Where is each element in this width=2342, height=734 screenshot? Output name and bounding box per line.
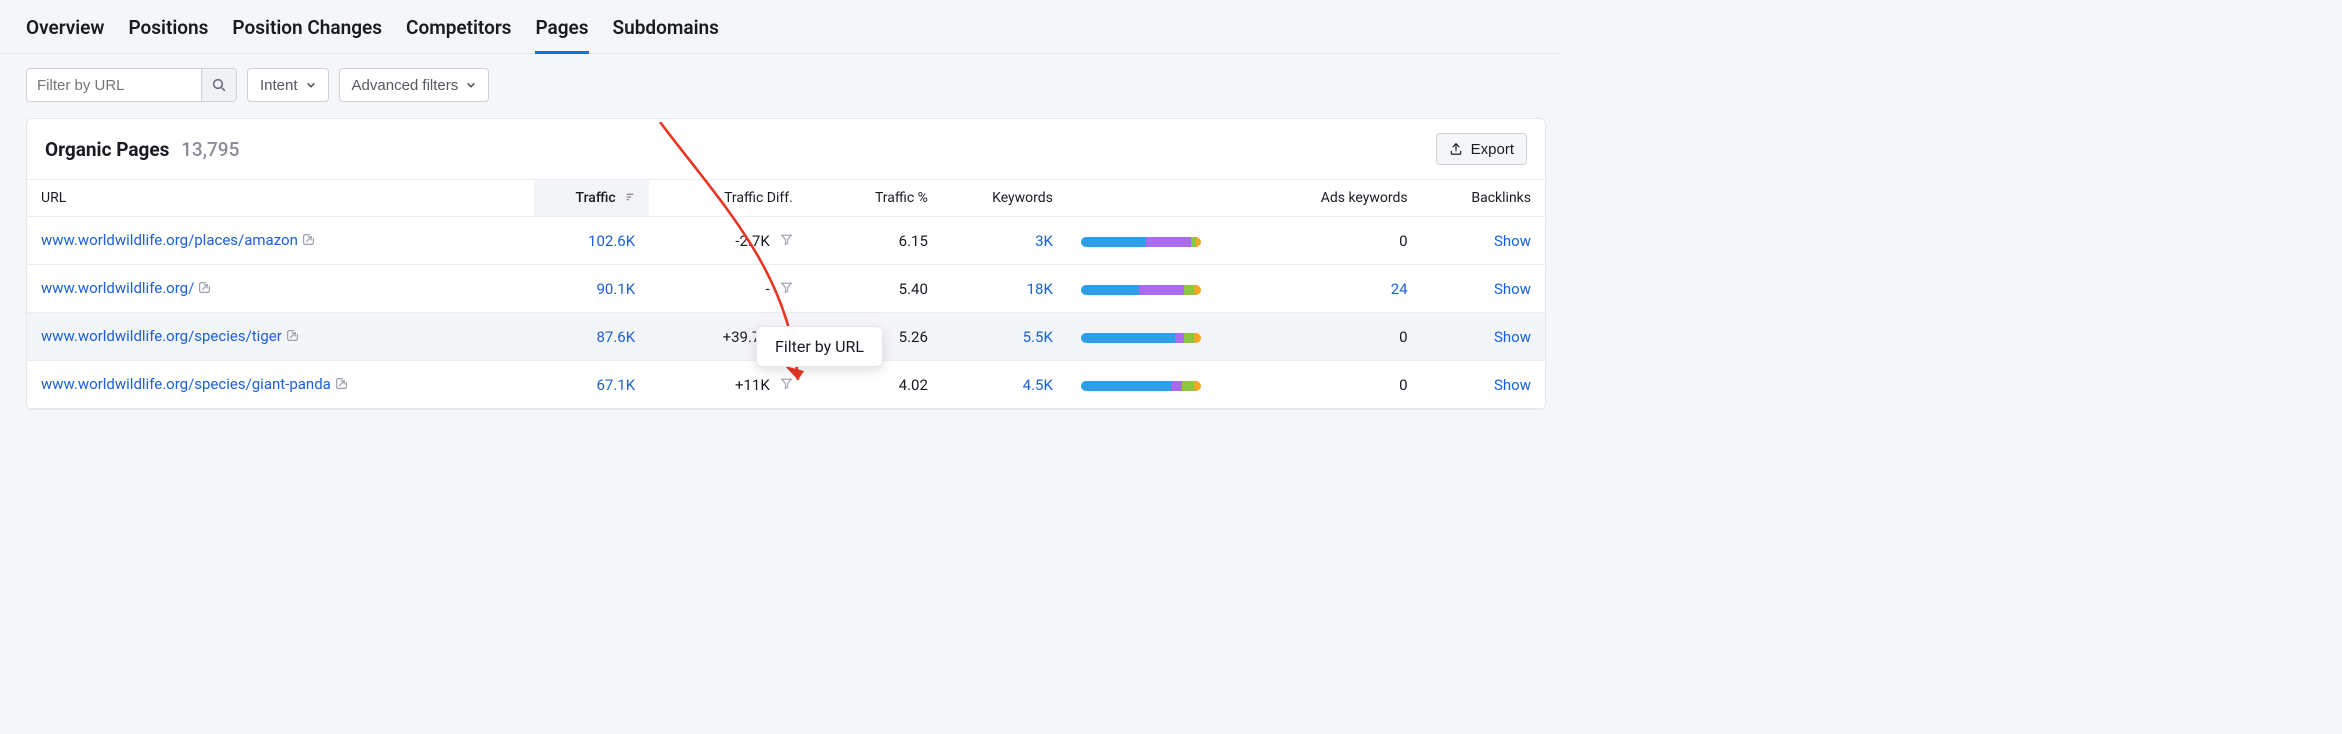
col-url[interactable]: URL [27, 180, 534, 217]
keyword-intent-bar [1081, 237, 1201, 247]
traffic-pct-value: 4.02 [899, 376, 928, 394]
page-root: Overview Positions Position Changes Competi… [0, 0, 1561, 410]
traffic-pct-value: 6.15 [899, 232, 928, 250]
traffic-diff-value: +11K [735, 376, 770, 394]
page-url-link[interactable]: www.worldwildlife.org/ [41, 279, 194, 297]
traffic-value[interactable]: 87.6K [596, 328, 635, 346]
ads-keywords-value: 0 [1399, 376, 1407, 394]
url-filter-group [26, 68, 237, 102]
col-keywords-bar [1067, 180, 1289, 217]
export-label: Export [1471, 141, 1514, 158]
table-row: www.worldwildlife.org/places/amazon 102.6… [27, 217, 1545, 265]
external-link-icon[interactable] [198, 280, 211, 298]
chevron-down-icon [306, 80, 316, 90]
card-header: Organic Pages 13,795 Export [27, 119, 1545, 179]
url-filter-search-button[interactable] [201, 68, 237, 102]
backlinks-show-link[interactable]: Show [1494, 328, 1531, 346]
backlinks-show-link[interactable]: Show [1494, 232, 1531, 250]
external-link-icon[interactable] [286, 328, 299, 346]
keyword-intent-bar [1081, 285, 1201, 295]
tab-positions[interactable]: Positions [128, 12, 208, 53]
filter-icon[interactable] [780, 232, 793, 250]
tab-pages[interactable]: Pages [535, 12, 588, 53]
keywords-value[interactable]: 18K [1027, 280, 1053, 298]
traffic-pct-value: 5.40 [899, 280, 928, 298]
filter-by-url-tooltip: Filter by URL [756, 326, 883, 367]
tab-competitors[interactable]: Competitors [406, 12, 511, 53]
external-link-icon[interactable] [335, 376, 348, 394]
page-url-link[interactable]: www.worldwildlife.org/places/amazon [41, 231, 298, 249]
tab-subdomains[interactable]: Subdomains [613, 12, 719, 53]
tab-position-changes[interactable]: Position Changes [232, 12, 382, 53]
filter-row: Intent Advanced filters [0, 54, 1561, 118]
col-traffic-diff[interactable]: Traffic Diff. [649, 180, 807, 217]
traffic-pct-value: 5.26 [899, 328, 928, 346]
backlinks-show-link[interactable]: Show [1494, 376, 1531, 394]
card-count: 13,795 [181, 138, 239, 161]
intent-dropdown[interactable]: Intent [247, 68, 329, 102]
keywords-value[interactable]: 3K [1035, 232, 1053, 250]
col-traffic-label: Traffic [576, 190, 616, 206]
tooltip-text: Filter by URL [775, 337, 864, 356]
intent-label: Intent [260, 77, 298, 94]
ads-keywords-value: 0 [1399, 232, 1407, 250]
traffic-value[interactable]: 67.1K [596, 376, 635, 394]
card-title-wrap: Organic Pages 13,795 [45, 138, 239, 161]
export-icon [1449, 142, 1463, 156]
col-backlinks[interactable]: Backlinks [1422, 180, 1545, 217]
page-url-link[interactable]: www.worldwildlife.org/species/giant-pand… [41, 375, 331, 393]
traffic-diff-value: - [766, 280, 770, 298]
advanced-filters-dropdown[interactable]: Advanced filters [339, 68, 490, 102]
keyword-intent-bar [1081, 333, 1201, 343]
search-icon [211, 77, 227, 93]
pages-table: URL Traffic Traffic Diff. Traffic % Keyw… [27, 179, 1545, 409]
chevron-down-icon [466, 80, 476, 90]
backlinks-show-link[interactable]: Show [1494, 280, 1531, 298]
table-row: www.worldwildlife.org/species/giant-pand… [27, 361, 1545, 409]
tab-bar: Overview Positions Position Changes Competi… [0, 0, 1561, 54]
tab-overview[interactable]: Overview [26, 12, 104, 53]
col-traffic-pct[interactable]: Traffic % [807, 180, 942, 217]
filter-icon[interactable] [780, 280, 793, 298]
export-button[interactable]: Export [1436, 133, 1527, 165]
ads-keywords-value[interactable]: 24 [1391, 280, 1408, 298]
keyword-intent-bar [1081, 381, 1201, 391]
traffic-value[interactable]: 102.6K [588, 232, 635, 250]
page-url-link[interactable]: www.worldwildlife.org/species/tiger [41, 327, 282, 345]
ads-keywords-value: 0 [1399, 328, 1407, 346]
url-filter-input[interactable] [26, 68, 201, 102]
card-title: Organic Pages [45, 138, 169, 161]
col-keywords[interactable]: Keywords [942, 180, 1067, 217]
external-link-icon[interactable] [302, 232, 315, 250]
keywords-value[interactable]: 4.5K [1023, 376, 1053, 394]
keywords-value[interactable]: 5.5K [1023, 328, 1053, 346]
traffic-diff-value: -2.7K [735, 232, 769, 250]
sort-desc-icon [625, 190, 635, 206]
advanced-filters-label: Advanced filters [352, 77, 459, 94]
col-ads-keywords[interactable]: Ads keywords [1289, 180, 1421, 217]
col-traffic[interactable]: Traffic [534, 180, 649, 217]
filter-icon[interactable] [780, 376, 793, 394]
table-row: www.worldwildlife.org/90.1K - 5.40 18K 24 Sho… [27, 265, 1545, 313]
traffic-value[interactable]: 90.1K [596, 280, 635, 298]
